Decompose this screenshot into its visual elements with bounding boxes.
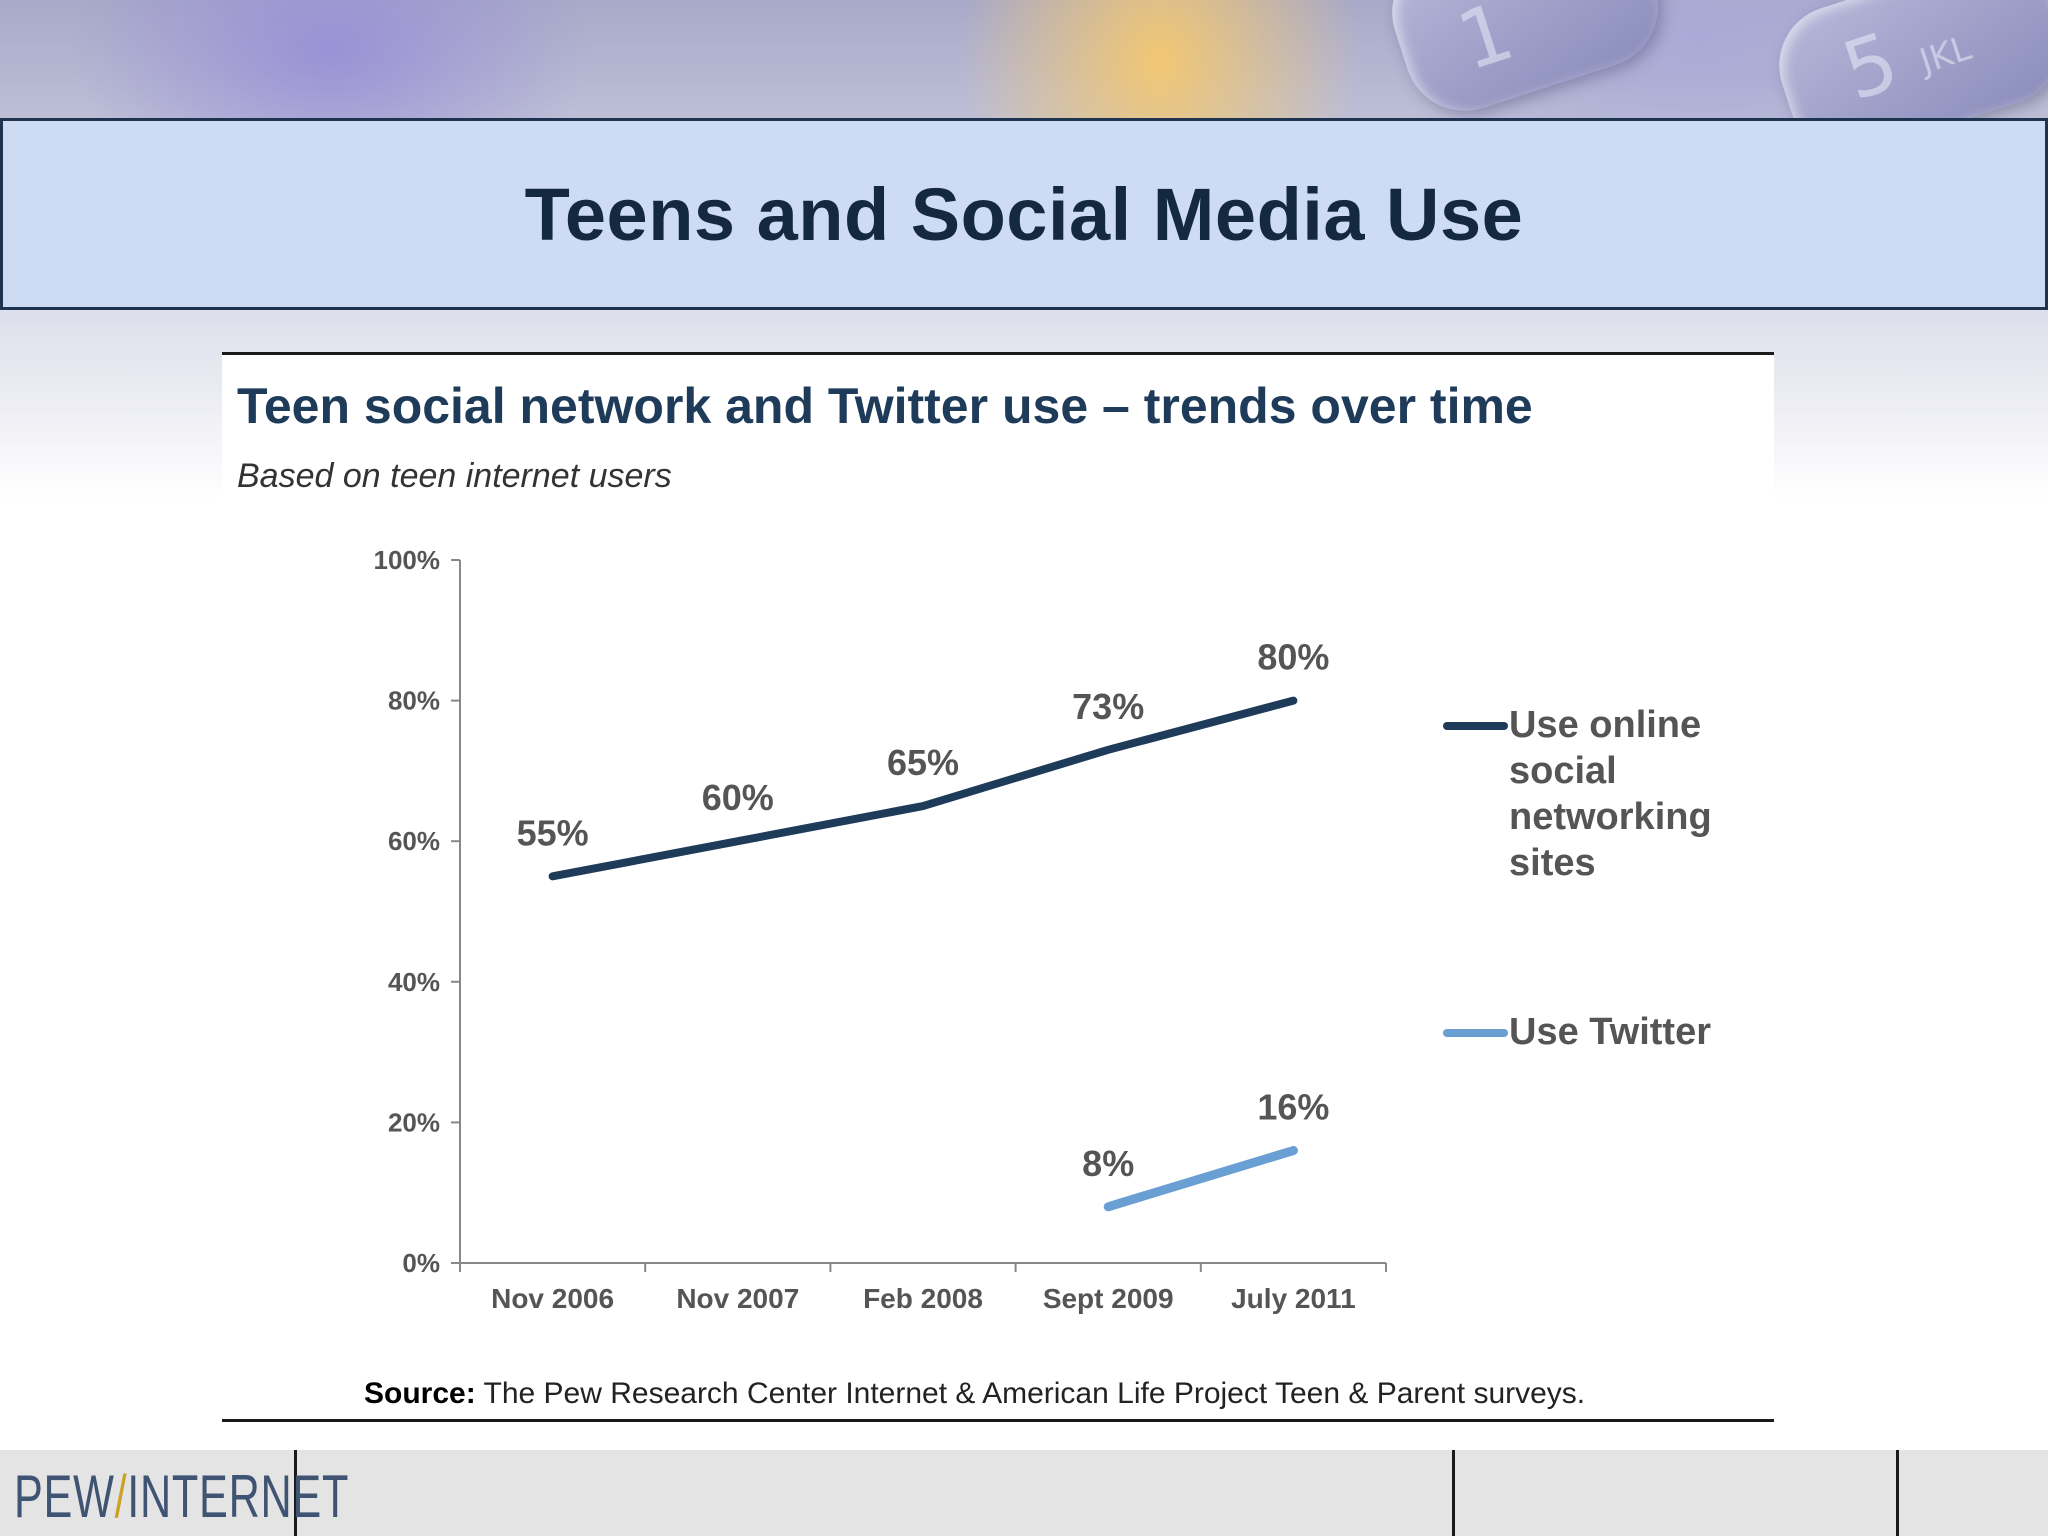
footer-divider — [1452, 1450, 1455, 1536]
pew-internet-logo: PEW/INTERNET — [14, 1463, 350, 1530]
data-label: 60% — [702, 777, 774, 818]
legend-label: Use Twitter — [1509, 1011, 1711, 1053]
legend-label: Use online social networking sites — [1509, 704, 1712, 884]
data-label: 16% — [1257, 1087, 1329, 1128]
y-tick-label: 40% — [388, 967, 440, 997]
y-tick-label: 100% — [374, 545, 441, 575]
footer-bar — [0, 1450, 2048, 1536]
x-tick-label: Feb 2008 — [863, 1283, 983, 1314]
x-tick-label: Nov 2006 — [491, 1283, 614, 1314]
chart-panel: 0% 20% 40% 60% 80% 100% Nov 2006 Nov 2007 Feb 20… — [222, 352, 1774, 1422]
chart-source: Source: The Pew Research Center Internet… — [364, 1377, 1585, 1411]
x-tick-label: July 2011 — [1231, 1283, 1356, 1314]
footer-divider — [1896, 1450, 1899, 1536]
x-tick-label: Sept 2009 — [1043, 1283, 1174, 1314]
x-tick-label: Nov 2007 — [676, 1283, 799, 1314]
data-label: 65% — [887, 742, 959, 783]
series-line-twitter — [1103, 1146, 1298, 1212]
chart-subtitle: Based on teen internet users — [237, 457, 672, 495]
data-label: 80% — [1257, 637, 1329, 678]
source-label: Source: — [364, 1377, 476, 1410]
y-tick-label: 80% — [388, 686, 440, 716]
data-label: 73% — [1072, 686, 1144, 727]
footer-divider — [294, 1450, 297, 1536]
line-chart: 0% 20% 40% 60% 80% 100% Nov 2006 Nov 2007 Feb 20… — [374, 545, 1712, 1314]
y-tick-label: 60% — [388, 826, 440, 856]
y-tick-label: 0% — [402, 1248, 440, 1278]
data-label: 55% — [517, 812, 589, 853]
series-line-social-networking — [548, 696, 1298, 881]
y-tick-label: 20% — [388, 1107, 440, 1137]
slide-title: Teens and Social Media Use — [524, 172, 1524, 256]
source-text: The Pew Research Center Internet & Ameri… — [475, 1377, 1586, 1410]
title-band: Teens and Social Media Use — [0, 118, 2048, 310]
chart-title: Teen social network and Twitter use – tr… — [237, 378, 1533, 434]
data-label: 8% — [1082, 1143, 1134, 1184]
